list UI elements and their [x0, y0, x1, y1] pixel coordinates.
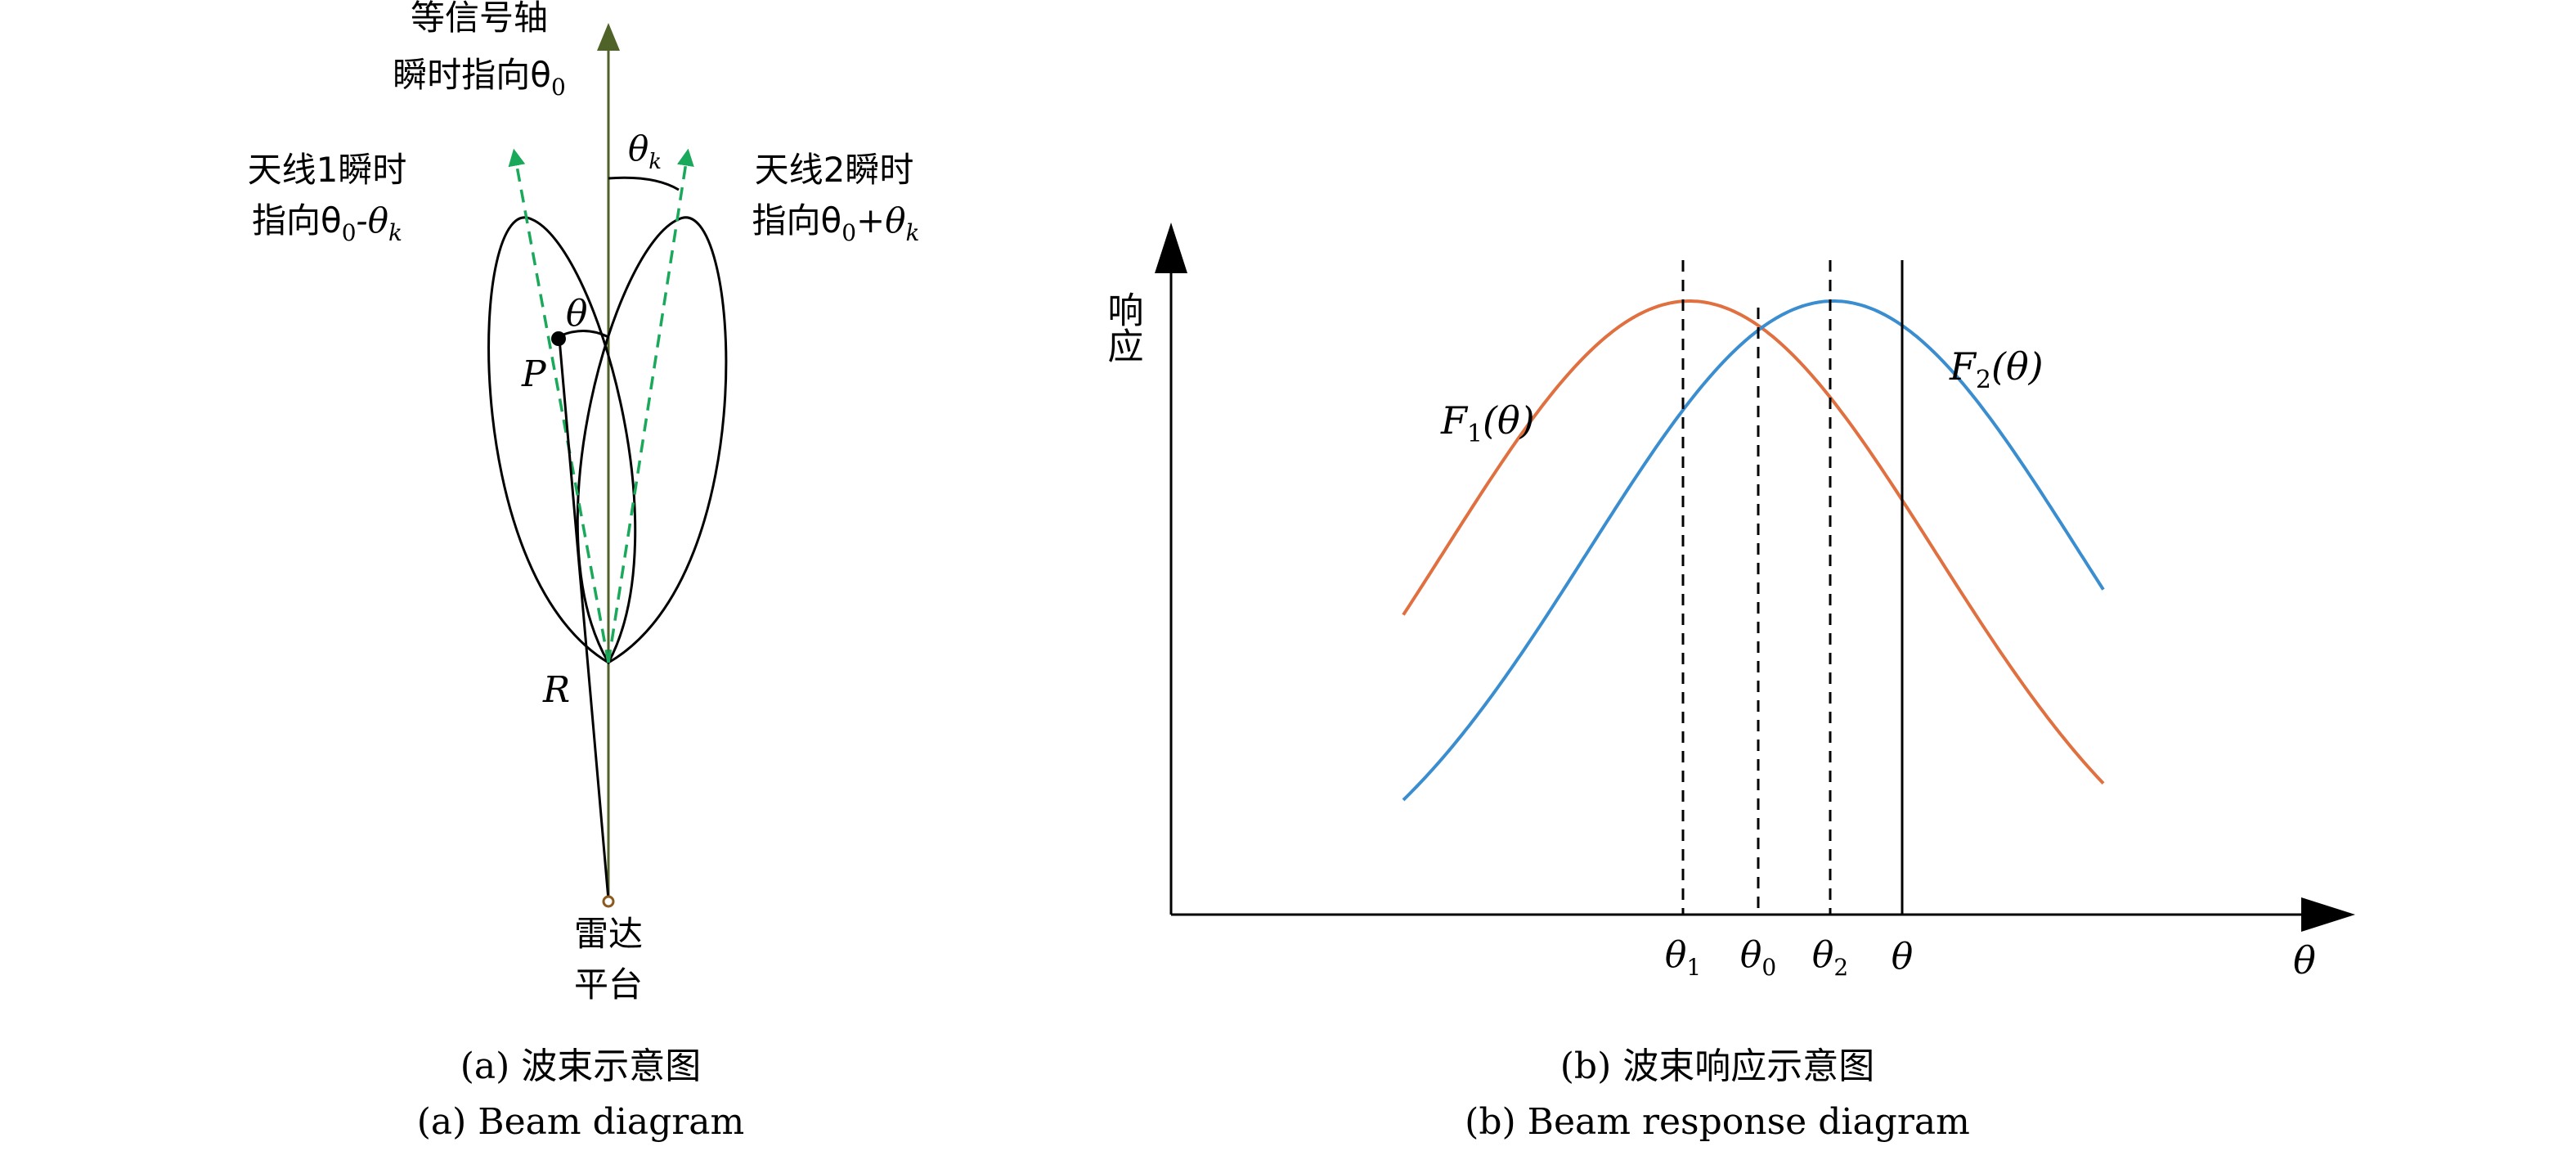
caption-b-cn: (b) 波束响应示意图: [1560, 1045, 1874, 1087]
x-axis-arrowhead: [2301, 897, 2355, 932]
beam-diagram: 等信号轴 瞬时指向θ0 天线1瞬时 指向θ0-θk 天线2瞬时 指向θ0+θk …: [248, 0, 920, 1143]
x-axis-label: θ: [2293, 938, 2316, 982]
range-line: [558, 338, 610, 901]
theta-k-arc: [608, 176, 680, 191]
tick-theta0: θ0: [1740, 934, 1776, 981]
instant-direction-label: 瞬时指向θ0: [393, 55, 566, 101]
antenna2-label-line1: 天线2瞬时: [755, 150, 914, 190]
equisignal-axis-arrowhead: [597, 23, 620, 51]
y-axis-label: 响应: [1102, 291, 1143, 363]
beam-lobe-left: [487, 216, 637, 665]
tick-theta: θ: [1892, 936, 1914, 978]
caption-b-en: (b) Beam response diagram: [1465, 1101, 1970, 1143]
caption-a-cn: (a) 波束示意图: [460, 1045, 702, 1087]
antenna1-label-line2: 指向θ0-θk: [252, 200, 402, 246]
theta-k-label: θk: [628, 128, 662, 174]
range-r-label: R: [542, 669, 570, 711]
f2-curve-label: F2(θ): [1949, 344, 2044, 394]
f1-response-curve: [1402, 299, 2105, 785]
radar-label-line1: 雷达: [574, 914, 643, 954]
beam-lobe-right: [576, 216, 728, 665]
point-p-label: P: [521, 353, 547, 395]
tick-theta1: θ1: [1665, 934, 1701, 981]
antenna2-direction-arrow: [607, 148, 694, 663]
target-point-p: [551, 331, 566, 346]
antenna1-label-line1: 天线1瞬时: [248, 150, 407, 190]
theta-arc: [560, 330, 609, 339]
caption-a-en: (a) Beam diagram: [417, 1101, 745, 1143]
f2-response-curve: [1402, 299, 2105, 802]
radar-label-line2: 平台: [574, 964, 643, 1005]
antenna2-label-line2: 指向θ0+θk: [752, 200, 920, 246]
tick-theta2: θ2: [1812, 934, 1848, 981]
f1-curve-label: F1(θ): [1440, 398, 1535, 448]
beam-response-diagram: 响应 F1(θ) F2(θ) θ1 θ0 θ2 θ θ (b) 波束响应示意图 …: [1102, 223, 2355, 1143]
y-axis-arrowhead: [1155, 223, 1187, 273]
equisignal-axis-label: 等信号轴: [411, 0, 548, 38]
radar-platform-dot: [602, 895, 615, 908]
theta-label: θ: [566, 293, 588, 335]
antenna1-direction-arrow: [508, 148, 610, 663]
